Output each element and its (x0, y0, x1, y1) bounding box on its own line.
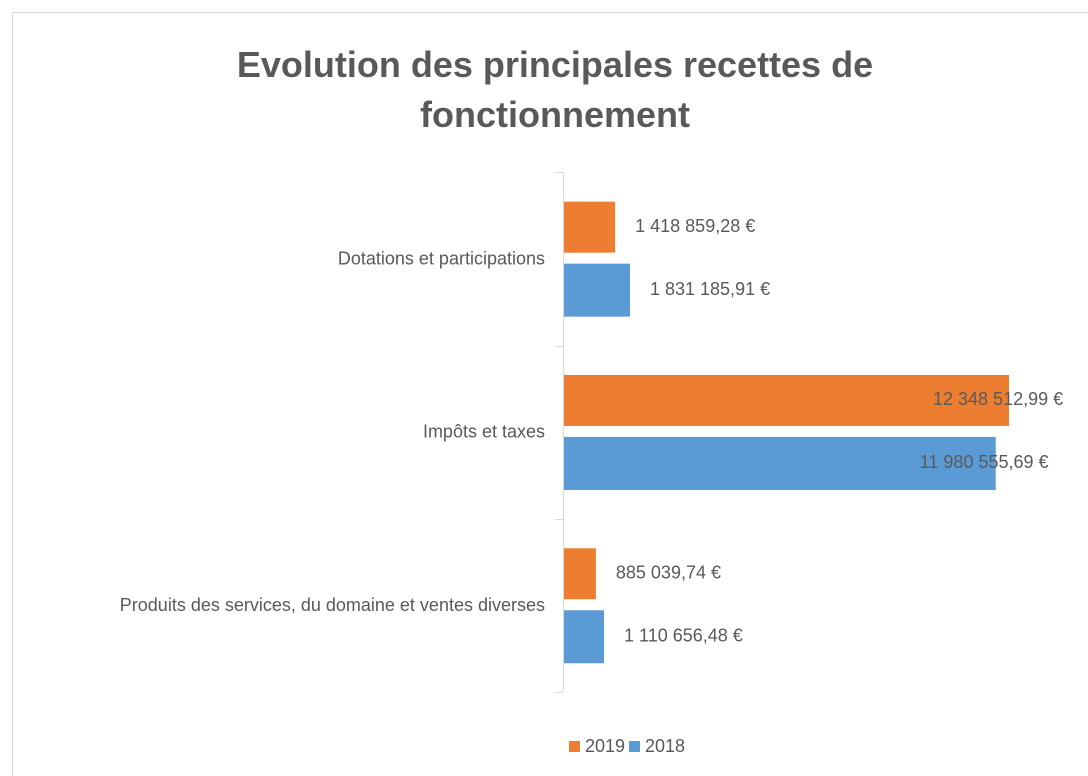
data-label: 1 831 185,91 € (650, 279, 770, 299)
bar (564, 436, 996, 490)
data-label: 1 418 859,28 € (635, 216, 755, 236)
bar (564, 201, 616, 253)
y-tick-label: Impôts et taxes (423, 422, 545, 442)
data-label: 885 039,74 € (616, 563, 721, 583)
y-tick-label: Produits des services, du domaine et ven… (120, 595, 545, 615)
bar (564, 610, 605, 664)
data-label: 1 110 656,48 € (624, 626, 743, 646)
legend-swatch (569, 741, 580, 752)
category-axis (555, 172, 564, 693)
data-label: 12 348 512,99 € (933, 389, 1063, 409)
data-label: 11 980 555,69 € (920, 452, 1049, 472)
bar (564, 263, 630, 317)
legend-label: 2019 (585, 736, 625, 756)
legend-swatch (629, 741, 640, 752)
chart-title: Evolution des principales recettes de fo… (236, 44, 874, 135)
bar (564, 548, 596, 600)
y-tick-label: Dotations et participations (338, 248, 545, 268)
chart-frame (12, 12, 1088, 776)
bar (564, 374, 1009, 426)
legend-label: 2018 (645, 736, 685, 756)
